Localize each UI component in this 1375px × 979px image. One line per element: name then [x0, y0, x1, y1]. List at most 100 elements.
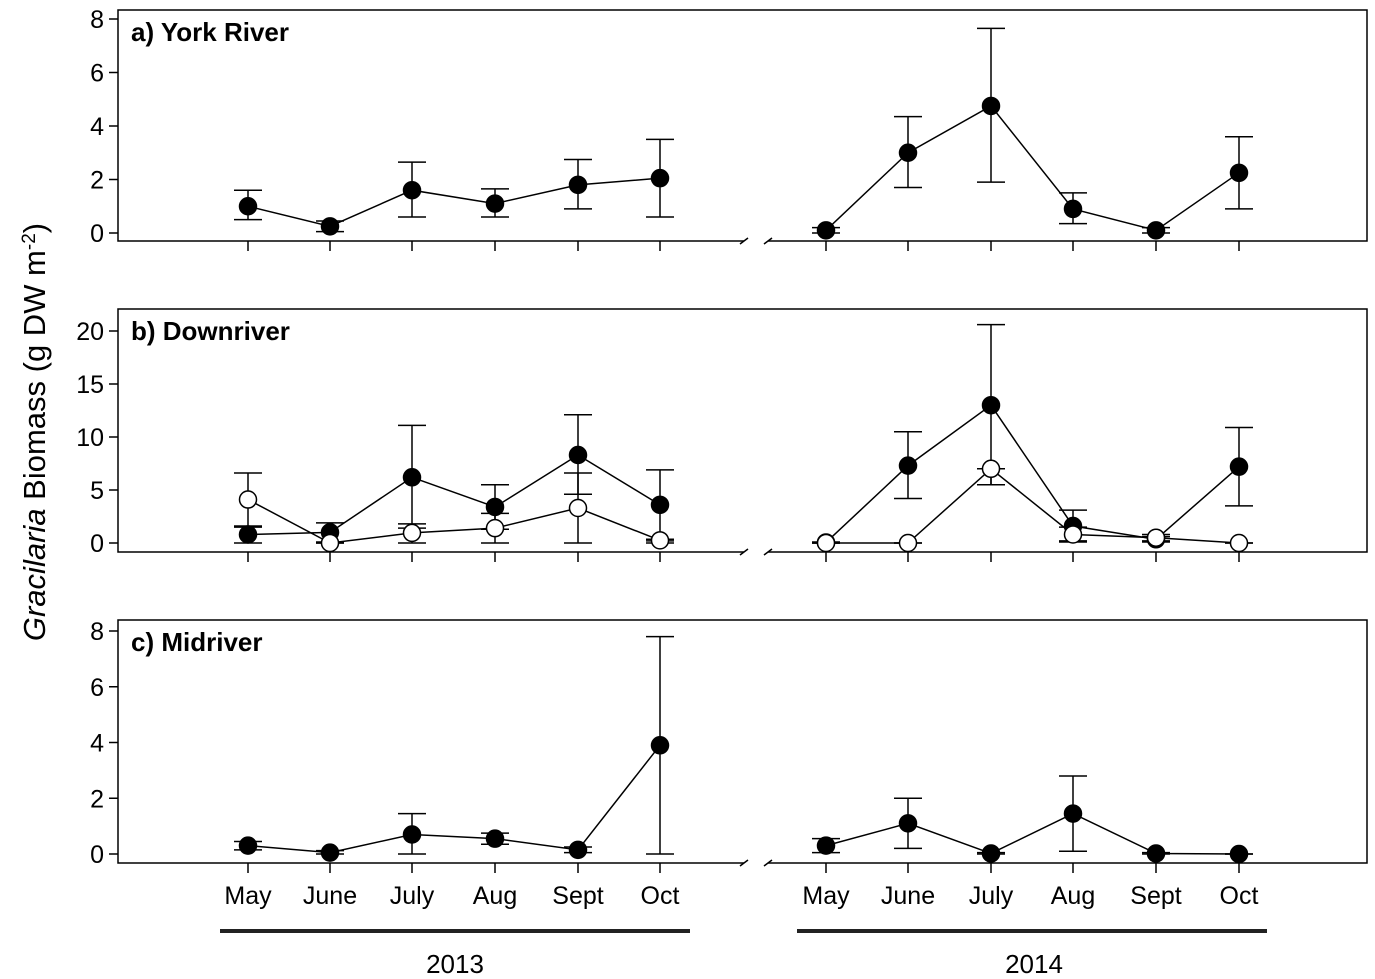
y-tick-label: 0 [90, 220, 104, 248]
data-point-filled [485, 194, 505, 213]
data-point-filled [650, 495, 670, 515]
data-point-filled [1146, 844, 1166, 863]
data-point-open [816, 533, 836, 553]
x-tick-label: July [969, 882, 1014, 910]
series-line [825, 812, 1240, 855]
panel-1: 0 5 10 15 20 b) Downriver [76, 308, 1368, 562]
y-tick-label: 6 [90, 674, 104, 702]
y-axis-label: Gracilaria Biomass (g DW m-2) [17, 223, 52, 641]
y-tick-label: 4 [90, 730, 104, 758]
y-tick-label: 4 [90, 113, 104, 141]
x-tick-label: Oct [1220, 882, 1259, 910]
data-point-filled [238, 836, 258, 855]
data-point-filled [1146, 221, 1166, 240]
year-label-2014: 2014 [1005, 949, 1063, 979]
data-point-filled [402, 825, 422, 844]
data-point-filled [816, 221, 836, 240]
y-tick-label: 15 [76, 371, 104, 399]
y-tick-label: 2 [90, 167, 104, 195]
panel-title: a) York River [131, 17, 289, 47]
data-point-filled [898, 143, 918, 162]
data-point-filled [981, 844, 1001, 863]
data-point-open [650, 531, 670, 550]
x-tick-label: May [224, 882, 272, 910]
panels: 0 2 4 6 8 a) York River 0 5 10 15 20 b) Downriver 0 2… [76, 6, 1368, 873]
panel-frame [117, 9, 1368, 242]
axis-break-mark [763, 548, 773, 556]
series-line [247, 454, 661, 536]
data-point-filled [320, 217, 340, 236]
y-tick-label: 8 [90, 6, 104, 34]
panel-title: b) Downriver [131, 316, 290, 346]
y-tick-label: 20 [76, 318, 104, 346]
y-tick-label: 8 [90, 618, 104, 646]
y-tick-label: 5 [90, 477, 104, 505]
data-point-open [485, 518, 505, 538]
series-line [826, 467, 1240, 544]
y-axis-label-rest: Biomass (g DW m [17, 250, 52, 508]
axis-break-gap [744, 858, 768, 868]
y-tick-label: 6 [90, 60, 104, 88]
series-line [247, 744, 661, 854]
y-axis-label-sup: -2 [19, 233, 40, 250]
axis-break-gap [744, 547, 768, 557]
y-tick-label: 10 [76, 424, 104, 452]
axis-break-mark [739, 859, 749, 867]
series-line [247, 177, 661, 228]
data-point-open [238, 490, 258, 509]
axis-break-mark [763, 859, 773, 867]
data-point-filled [1229, 457, 1249, 476]
data-point-filled [238, 525, 258, 544]
x-tick-label: June [881, 882, 935, 910]
data-point-filled [238, 197, 258, 216]
data-point-filled [650, 168, 670, 188]
data-point-filled [1229, 163, 1249, 183]
x-tick-label: Sept [552, 882, 603, 910]
data-point-open [1229, 533, 1249, 553]
series-line [825, 404, 1240, 544]
data-point-filled [650, 736, 670, 755]
data-point-filled [1063, 199, 1083, 219]
panel-0: 0 2 4 6 8 a) York River [90, 6, 1368, 251]
data-point-filled [568, 445, 588, 465]
panel-title: c) Midriver [131, 627, 263, 657]
series-line [825, 104, 1240, 232]
y-tick-label: 0 [90, 841, 104, 869]
data-point-filled [402, 180, 422, 200]
data-point-open [568, 498, 588, 518]
panel-frame [117, 619, 1368, 864]
axis-break-mark [763, 237, 773, 245]
data-point-filled [898, 456, 918, 475]
data-point-filled [320, 843, 340, 862]
data-point-open [320, 533, 340, 553]
x-tick-label: July [390, 882, 435, 910]
x-tick-label: June [303, 882, 357, 910]
data-point-filled [816, 836, 836, 855]
y-tick-label: 2 [90, 785, 104, 813]
y-axis-label-italic: Gracilaria [17, 508, 52, 641]
data-point-filled [568, 175, 588, 195]
data-point-open [1063, 525, 1083, 544]
data-point-filled [981, 96, 1001, 116]
data-point-open [1146, 528, 1166, 547]
axis-break-mark [739, 548, 749, 556]
data-point-open [981, 459, 1001, 479]
data-point-filled [402, 468, 422, 487]
data-point-open [402, 523, 422, 543]
year-label-2013: 2013 [426, 949, 484, 979]
data-point-filled [1063, 804, 1083, 823]
data-point-filled [1229, 844, 1249, 864]
y-tick-label: 0 [90, 530, 104, 558]
data-point-filled [898, 814, 918, 833]
panel-2: 0 2 4 6 8 c) Midriver [90, 618, 1368, 873]
panel-frame [117, 308, 1368, 553]
data-point-filled [485, 829, 505, 848]
y-axis-label-end: ) [17, 223, 52, 233]
axis-break-gap [744, 236, 768, 246]
data-point-open [898, 533, 918, 553]
x-tick-label: Aug [473, 882, 517, 910]
x-tick-label: May [802, 882, 850, 910]
series-line [247, 498, 661, 544]
data-point-filled [981, 395, 1001, 415]
